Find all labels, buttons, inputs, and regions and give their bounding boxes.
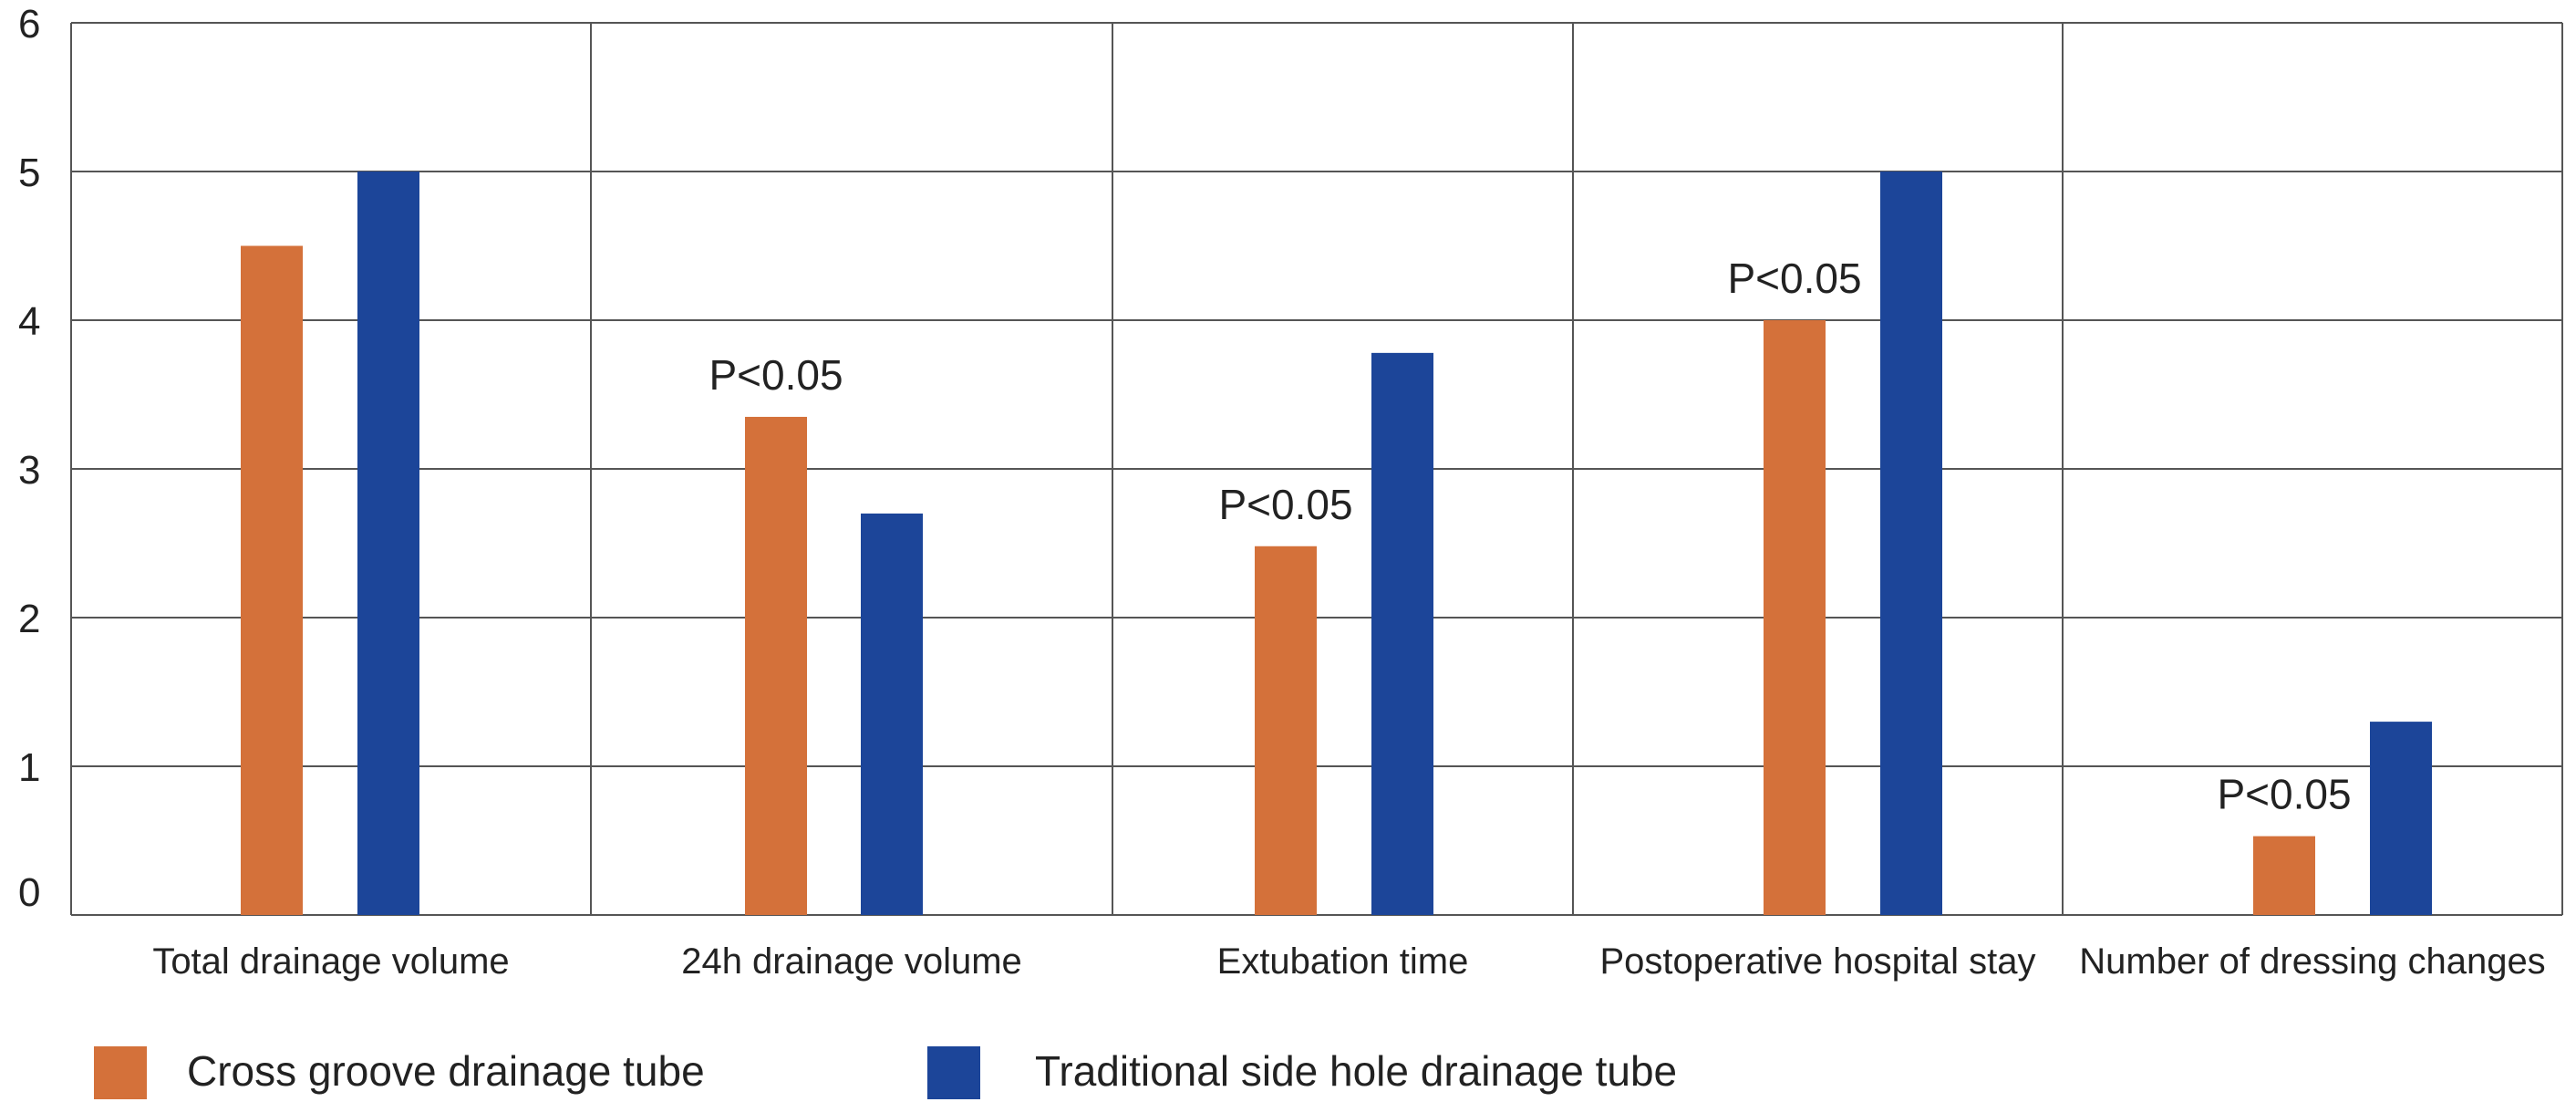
x-category-label: Total drainage volume [152,941,509,982]
significance-annotation: P<0.05 [1727,255,1861,302]
legend-label: Traditional side hole drainage tube [1035,1047,1677,1095]
legend-swatch [94,1046,147,1099]
legend: Cross groove drainage tube Traditional si… [94,1046,1677,1099]
axis-layer: 0 1 2 3 4 5 6 Total drainage volume 24h drainage… [18,2,2546,982]
legend-swatch [927,1046,980,1099]
bar-cross-groove-3 [1764,320,1826,915]
x-category-label: 24h drainage volume [681,941,1022,982]
bar-side-hole-4 [2370,722,2432,915]
bar-cross-groove-0 [241,245,303,915]
y-tick-label: 6 [18,2,40,47]
bar-side-hole-2 [1371,352,1433,915]
grid-layer [70,22,2563,916]
legend-label: Cross groove drainage tube [187,1047,705,1095]
bar-cross-groove-1 [745,416,807,915]
annotation-layer: P<0.05 P<0.05 P<0.05 P<0.05 [709,255,2351,818]
y-tick-label: 5 [18,151,40,195]
significance-annotation: P<0.05 [1218,481,1352,528]
x-category-label: Extubation time [1217,941,1469,982]
bar-cross-groove-2 [1255,546,1317,915]
y-tick-label: 0 [18,870,40,915]
bars-layer [241,172,2432,915]
x-category-label: Postoperative hospital stay [1599,941,2035,982]
y-tick-label: 1 [18,745,40,790]
y-tick-label: 2 [18,597,40,641]
significance-annotation: P<0.05 [2217,771,2351,818]
y-tick-label: 4 [18,299,40,344]
significance-annotation: P<0.05 [709,351,843,399]
bar-cross-groove-4 [2253,836,2315,915]
y-tick-label: 3 [18,448,40,493]
bar-side-hole-1 [861,513,923,915]
x-category-label: Number of dressing changes [2079,941,2545,982]
bar-side-hole-0 [357,172,419,915]
bar-side-hole-3 [1880,172,1942,915]
